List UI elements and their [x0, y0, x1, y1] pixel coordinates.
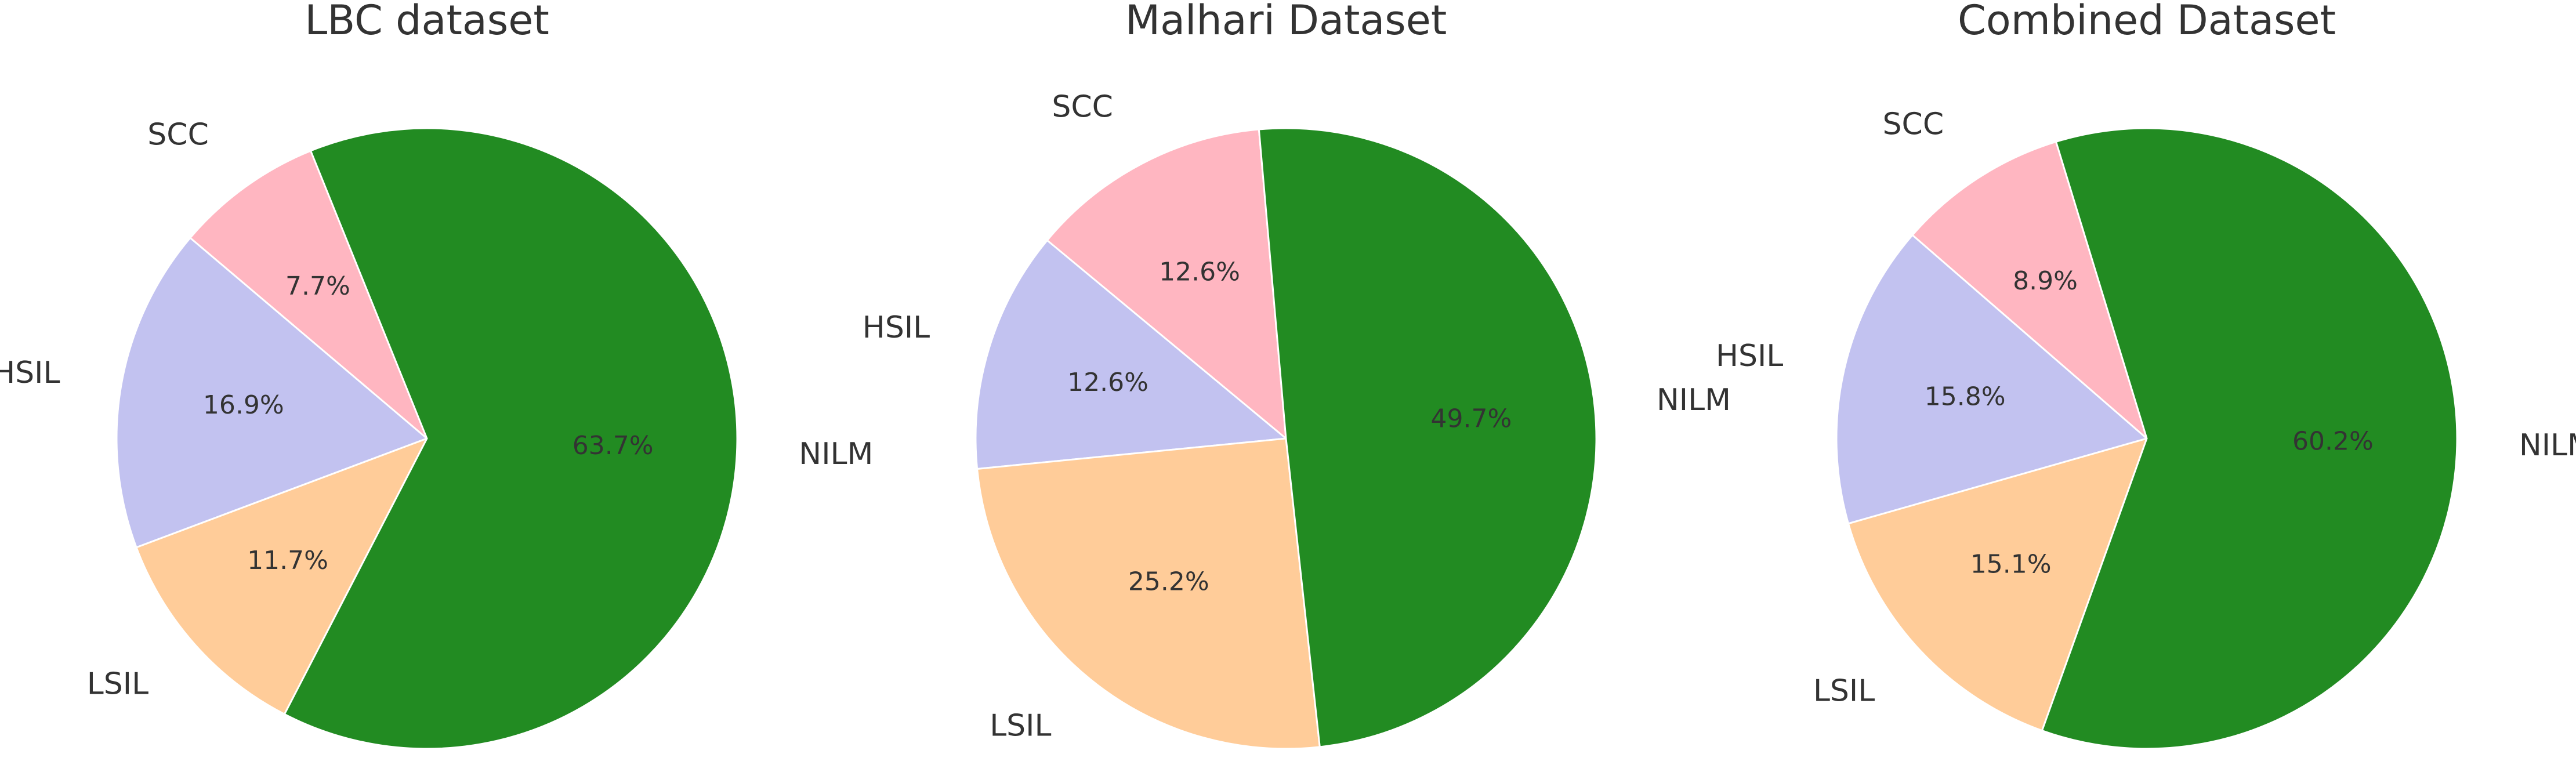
percent-label: 12.6%: [1159, 258, 1240, 287]
category-label: SCC: [1052, 89, 1113, 124]
pie-slice: [135, 437, 429, 716]
pie-slice: [2041, 127, 2458, 750]
category-label: LSIL: [990, 709, 1051, 744]
category-label: NILM: [799, 437, 873, 472]
percent-label: 15.1%: [1970, 549, 2052, 579]
category-label: NILM: [1657, 383, 1731, 418]
percent-label: 11.7%: [247, 546, 328, 575]
category-label: HSIL: [863, 310, 930, 345]
pie-slice: [976, 437, 1321, 750]
percent-label: 63.7%: [573, 431, 654, 461]
pie-slice: [1835, 234, 2149, 525]
pie-slice: [974, 239, 1288, 470]
chart-title: Malhari Dataset: [1125, 0, 1447, 44]
pie-slice: [283, 127, 738, 750]
percent-label: 49.7%: [1431, 404, 1512, 434]
percent-label: 25.2%: [1128, 567, 1209, 596]
category-label: SCC: [1883, 107, 1944, 142]
pie-slice: [1911, 140, 2149, 441]
pie-slice: [1847, 437, 2149, 732]
pie-slice: [115, 236, 429, 549]
pie-slice: [1258, 127, 1597, 748]
category-label: LSIL: [87, 666, 148, 701]
percent-label: 7.7%: [285, 271, 350, 301]
percent-label: 60.2%: [2292, 427, 2374, 456]
category-label: HSIL: [0, 356, 60, 390]
percent-label: 8.9%: [2013, 266, 2078, 296]
category-label: NILM: [2519, 428, 2576, 463]
category-label: SCC: [147, 118, 209, 153]
category-label: LSIL: [1813, 674, 1875, 709]
chart-title: LBC dataset: [305, 0, 549, 44]
percent-label: 16.9%: [203, 390, 284, 420]
pie-slice: [189, 150, 428, 440]
percent-label: 12.6%: [1067, 368, 1148, 397]
percent-label: 15.8%: [1925, 382, 2006, 411]
pie-slice: [1046, 128, 1287, 441]
category-label: HSIL: [1716, 339, 1783, 374]
chart-title: Combined Dataset: [1958, 0, 2336, 44]
